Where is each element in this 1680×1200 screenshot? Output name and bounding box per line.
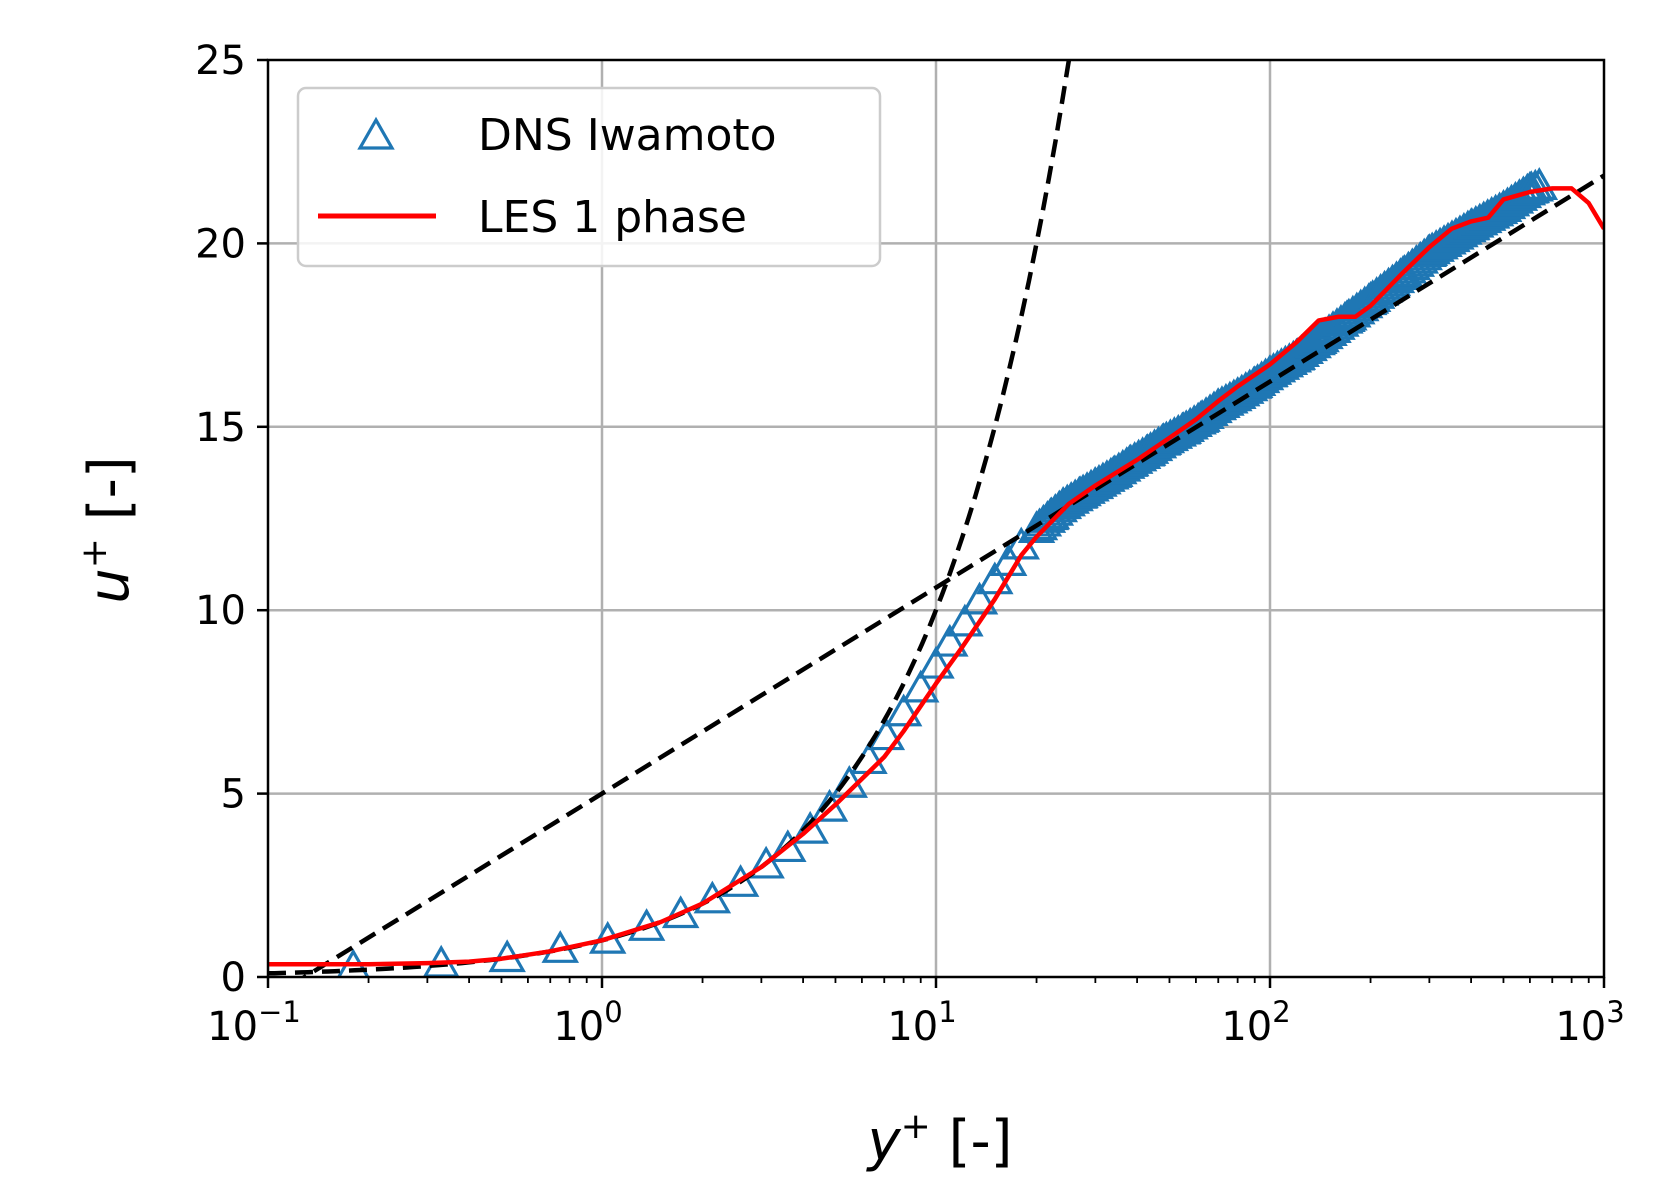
les-line-path <box>268 186 1604 967</box>
x-tick-label: 102 <box>1221 995 1290 1050</box>
legend-dns-label: DNS Iwamoto <box>478 110 777 161</box>
legend-dns-marker <box>357 116 395 150</box>
y-tick-label: 15 <box>195 405 246 451</box>
x-tick-label: 103 <box>1555 995 1624 1050</box>
dns-marker <box>769 829 807 863</box>
y-tick-label: 5 <box>221 772 246 818</box>
dns-marker <box>901 669 940 703</box>
dns-marker <box>693 880 732 914</box>
dns-marker <box>946 603 984 637</box>
legend: DNS Iwamoto LES 1 phase <box>296 86 882 268</box>
x-axis-label: y+ [-] <box>865 1106 1012 1174</box>
dns-marker <box>810 788 849 822</box>
dns-marker <box>884 693 923 727</box>
axis-ticks: 10−1 100 101 102 103 0 5 10 15 20 25 <box>195 38 1625 1050</box>
x-tick-label: 10−1 <box>207 995 301 1050</box>
x-tick-label: 101 <box>887 995 956 1050</box>
dns-marker <box>747 845 785 879</box>
dns-iwamoto-series <box>336 167 1559 977</box>
dns-marker <box>931 623 969 657</box>
dns-marker <box>1520 167 1559 200</box>
dns-marker <box>960 581 999 615</box>
les-1-phase-series <box>268 186 1604 967</box>
y-tick-label: 20 <box>195 221 246 267</box>
legend-les-label: LES 1 phase <box>478 192 747 243</box>
y-tick-label: 0 <box>221 955 246 1001</box>
log-law-line <box>300 173 1604 977</box>
y-tick-label: 10 <box>195 588 246 634</box>
plot-area <box>268 60 1604 977</box>
y-axis-label: u+ [-] <box>74 456 142 603</box>
y-tick-label: 25 <box>195 38 246 84</box>
dns-marker <box>661 895 700 929</box>
x-tick-label: 100 <box>553 995 622 1050</box>
dns-marker <box>976 561 1014 595</box>
legend-box <box>296 86 882 268</box>
dns-marker <box>721 864 760 897</box>
dns-marker <box>917 645 955 679</box>
